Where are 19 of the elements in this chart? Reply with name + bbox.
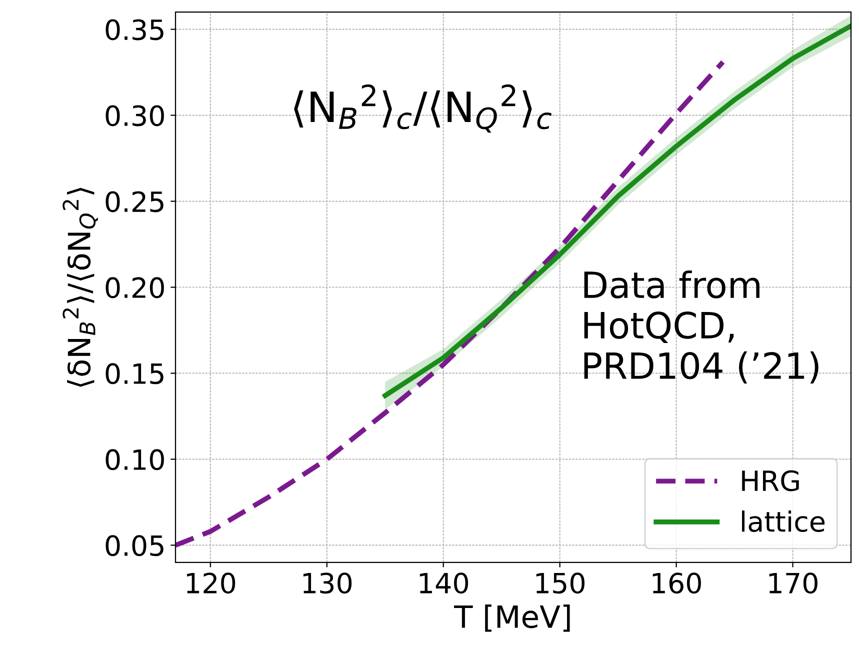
y-tick-label: 0.30 [106, 105, 164, 126]
x-tick-label: 160 [652, 572, 701, 594]
x-tick-label: 170 [769, 572, 818, 594]
y-tick-label: 0.05 [106, 535, 164, 556]
legend-label: lattice [742, 510, 825, 532]
y-axis-title: ⟨δN$_{B}$$^{2}$⟩/⟨δN$_{Q}$$^{2}$⟩ [62, 188, 98, 387]
y-tick-label: 0.20 [106, 277, 164, 298]
x-axis-title: T [MeV] [454, 604, 570, 632]
y-tick-label: 0.35 [106, 19, 164, 40]
x-tick-label: 130 [303, 572, 352, 594]
annotation: Data from HotQCD, PRD104 (’21) [584, 270, 818, 384]
legend-label: HRG [742, 470, 799, 492]
x-tick-label: 120 [186, 572, 236, 594]
x-tick-label: 150 [536, 572, 584, 594]
y-tick-label: 0.10 [106, 449, 164, 470]
x-tick-label: 140 [420, 572, 468, 594]
y-tick-label: 0.25 [106, 191, 164, 212]
text: ⟨N$_{B}$$^{2}$⟩$_{c}$/⟨N$_{Q}$$^{2}$⟩$_{c}$ [294, 84, 552, 133]
y-tick-label: 0.15 [106, 363, 164, 384]
